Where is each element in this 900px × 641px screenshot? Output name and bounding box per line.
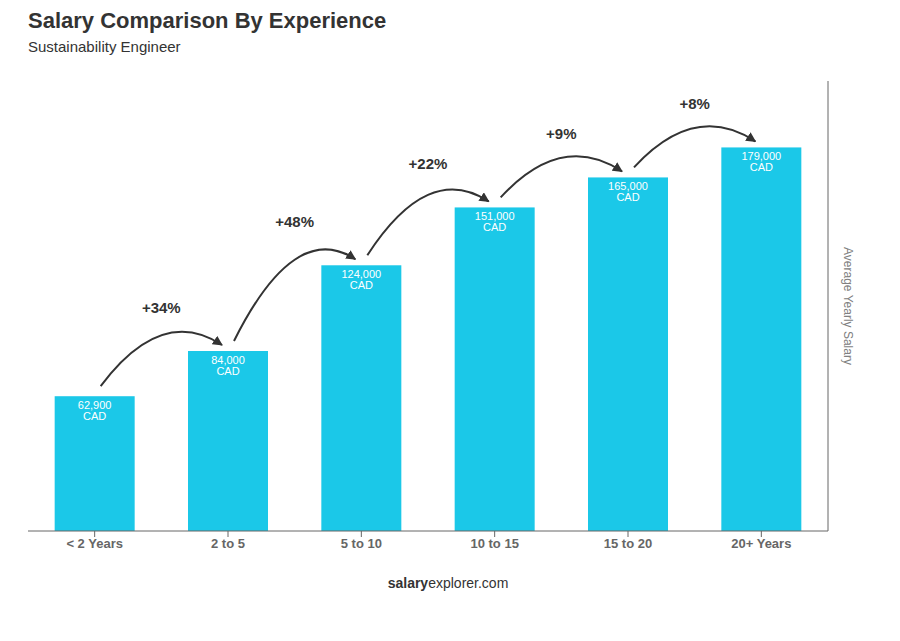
svg-text:< 2 Years: < 2 Years (66, 536, 123, 551)
svg-text:5 to 10: 5 to 10 (341, 536, 382, 551)
html-text:Salary Comparison By Experienc: Salary Comparison By Experience (28, 8, 387, 33)
html-text:Sustainability Engineer: Sustainability Engineer (28, 38, 181, 55)
svg-text:84,000CAD: 84,000CAD (211, 354, 245, 377)
svg-text:+8%: +8% (679, 95, 709, 112)
svg-text:+34%: +34% (142, 299, 181, 316)
svg-text:10 to 15: 10 to 15 (470, 536, 518, 551)
svg-text:124,000CAD: 124,000CAD (341, 268, 381, 291)
svg-text:2 to 5: 2 to 5 (211, 536, 245, 551)
svg-text:179,000CAD: 179,000CAD (741, 150, 781, 173)
svg-text:+48%: +48% (275, 213, 314, 230)
svg-text:15 to 20: 15 to 20 (604, 536, 652, 551)
svg-text:62,900CAD: 62,900CAD (78, 399, 112, 422)
svg-text:Average Yearly Salary: Average Yearly Salary (841, 247, 855, 365)
svg-text:+22%: +22% (409, 155, 448, 172)
svg-text:165,000CAD: 165,000CAD (608, 180, 648, 203)
svg-text:+9%: +9% (546, 125, 576, 142)
svg-text:151,000CAD: 151,000CAD (475, 210, 515, 233)
svg-text:20+ Years: 20+ Years (731, 536, 791, 551)
html-text:salary explorer.com: salary explorer.com (387, 575, 509, 591)
